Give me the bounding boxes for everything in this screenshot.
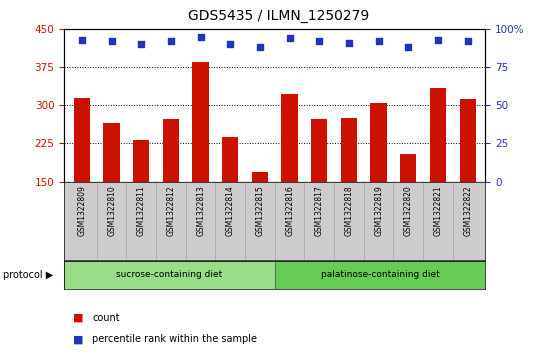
Point [137,41,146,47]
Point [196,34,205,40]
Bar [281,94,298,258]
Bar [64,261,275,289]
Point [226,41,235,47]
Point [166,38,175,44]
Text: protocol ▶: protocol ▶ [3,270,53,280]
Text: GSM1322818: GSM1322818 [344,185,353,236]
Bar [103,123,120,258]
Bar [371,103,387,258]
Point [344,40,353,46]
Bar [163,119,179,258]
Bar [133,140,150,258]
Bar [400,154,416,258]
Text: GSM1322815: GSM1322815 [256,185,264,236]
Text: GSM1322814: GSM1322814 [226,185,235,236]
Text: GSM1322811: GSM1322811 [137,185,146,236]
Bar [430,89,446,258]
Text: GSM1322810: GSM1322810 [107,185,116,236]
Text: percentile rank within the sample: percentile rank within the sample [92,334,257,344]
Bar [252,172,268,258]
Point [404,44,413,50]
Point [107,38,116,44]
Bar [341,118,357,258]
Text: GSM1322816: GSM1322816 [285,185,294,236]
Text: GSM1322822: GSM1322822 [463,185,472,236]
Bar [222,137,238,258]
Text: GSM1322820: GSM1322820 [404,185,413,236]
Text: palatinose-containing diet: palatinose-containing diet [321,270,440,280]
Text: sucrose-containing diet: sucrose-containing diet [117,270,223,280]
Text: GSM1322813: GSM1322813 [196,185,205,236]
Text: GSM1322812: GSM1322812 [166,185,175,236]
Bar [459,99,476,258]
Point [78,37,86,42]
Text: GSM1322821: GSM1322821 [434,185,442,236]
Point [463,38,472,44]
Bar [193,62,209,258]
Text: GDS5435 / ILMN_1250279: GDS5435 / ILMN_1250279 [189,9,369,23]
Text: ■: ■ [73,313,83,323]
Point [285,35,294,41]
Text: GSM1322809: GSM1322809 [78,185,86,236]
Point [315,38,324,44]
Text: ■: ■ [73,334,83,344]
Text: count: count [92,313,120,323]
Bar [74,98,90,258]
Bar [275,261,485,289]
Bar [311,119,328,258]
Point [374,38,383,44]
Text: GSM1322819: GSM1322819 [374,185,383,236]
Text: GSM1322817: GSM1322817 [315,185,324,236]
Point [256,44,264,50]
Point [434,37,442,42]
